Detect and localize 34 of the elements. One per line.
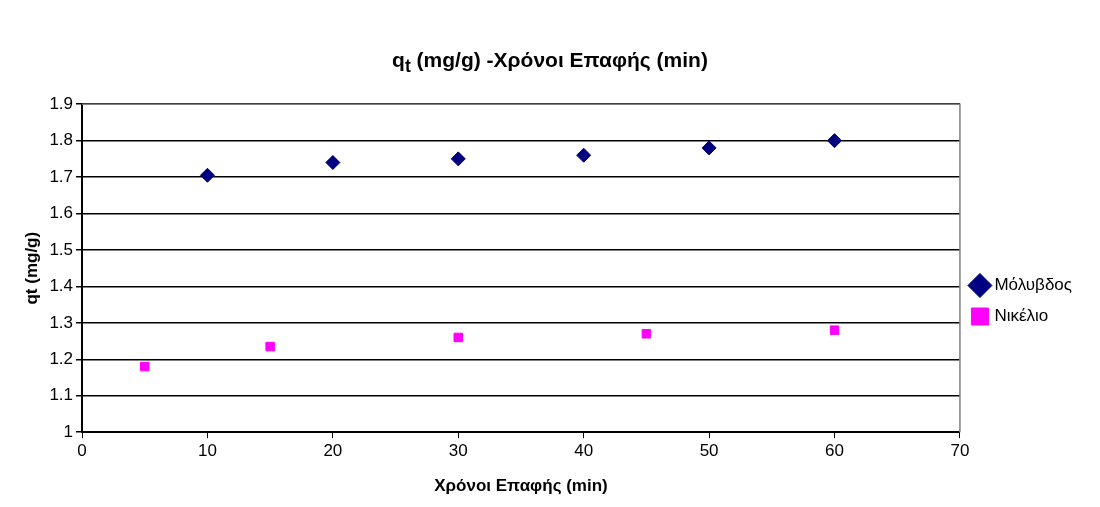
x-tick-label: 20: [323, 441, 343, 461]
x-tick-label: 60: [825, 441, 844, 461]
point: [265, 342, 275, 352]
y-tick-label: 1.7: [49, 166, 74, 186]
point: [829, 325, 840, 336]
point: [701, 140, 717, 156]
y-tick-label: 1.4: [49, 276, 74, 296]
x-tick-label: 30: [448, 441, 468, 461]
y-axis-title: qt (mg/g): [21, 232, 41, 305]
y-tick-label: 1.8: [49, 130, 74, 150]
y-tick-label: 1.2: [49, 349, 74, 369]
x-tick-label: 50: [699, 441, 719, 461]
x-tick-label: 70: [950, 441, 970, 461]
y-tick-label: 1.6: [49, 203, 74, 223]
x-tick-label: 10: [197, 441, 217, 461]
y-tick-label: 1.9: [49, 94, 74, 114]
y-tick-label: 1.3: [49, 312, 74, 332]
y-tick-label: 1: [63, 422, 74, 442]
y-tick-label: 1.1: [49, 385, 74, 405]
x-tick-label: 0: [77, 441, 87, 461]
point: [576, 147, 592, 163]
legend-label: Μόλυβδος: [994, 275, 1073, 295]
legend-label: Νικέλιο: [994, 306, 1049, 326]
point: [140, 362, 150, 372]
chart-title: q$_{t}$ (mg/g) -Χρόνοι Επαφής (min): [391, 47, 709, 79]
point: [450, 151, 466, 167]
point: [199, 167, 215, 183]
point: [641, 329, 652, 339]
point: [827, 133, 843, 149]
y-tick-label: 1.5: [49, 239, 74, 259]
x-axis-title: Χρόνοι Επαφής (min): [434, 476, 608, 496]
point: [325, 155, 341, 171]
x-tick-label: 40: [574, 441, 594, 461]
point: [453, 332, 464, 343]
